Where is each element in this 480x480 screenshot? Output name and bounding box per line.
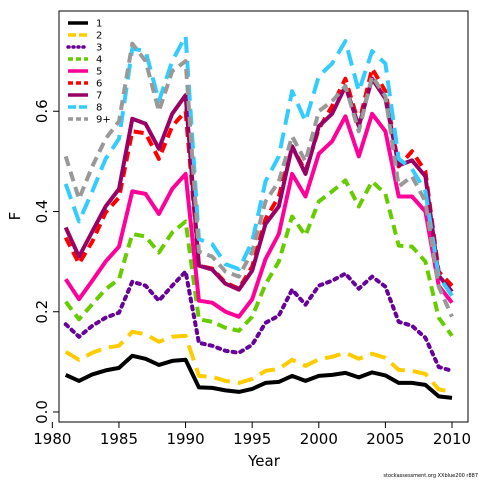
- series-line-5: [64, 111, 454, 319]
- y-tick-label-2: 0.4: [33, 200, 51, 224]
- legend-label-9: 9+: [96, 115, 111, 126]
- series-line-3: [63, 269, 454, 373]
- plot-frame: [58, 10, 469, 423]
- y-tick-label-3: 0.6: [33, 99, 51, 123]
- legend-label-6: 6: [96, 79, 102, 90]
- legend-label-2: 2: [96, 31, 102, 42]
- y-axis-title: F: [6, 212, 24, 221]
- legend-label-1: 1: [96, 19, 102, 30]
- legend-label-3: 3: [96, 43, 102, 54]
- x-axis: 1980 1985 1990 1995 2000 2005 2010: [33, 422, 471, 448]
- series-layer: [63, 34, 454, 400]
- series-line-2: [64, 329, 453, 394]
- y-tick-label-0: 0.0: [33, 400, 51, 424]
- series-line-1: [64, 353, 453, 400]
- x-tick-label-5: 2005: [366, 430, 404, 448]
- series-line-8: [63, 34, 454, 297]
- legend-label-5: 5: [96, 67, 102, 78]
- x-tick-label-0: 1980: [33, 430, 71, 448]
- x-tick-label-6: 2010: [433, 430, 471, 448]
- legend-label-7: 7: [96, 91, 102, 102]
- series-line-9: [63, 41, 454, 318]
- series-line-4: [64, 178, 454, 337]
- legend-label-8: 8: [96, 103, 102, 114]
- y-tick-label-1: 0.2: [33, 300, 51, 324]
- y-axis: 0.0 0.2 0.4 0.6: [33, 99, 59, 424]
- x-tick-label-3: 1995: [233, 430, 271, 448]
- legend-label-4: 4: [96, 55, 102, 66]
- x-tick-label-1: 1985: [100, 430, 138, 448]
- x-tick-label-4: 2000: [300, 430, 338, 448]
- x-axis-title: Year: [247, 452, 281, 470]
- x-tick-label-2: 1990: [166, 430, 204, 448]
- credit-text: stockassessment.org XXblue200 r887: [383, 473, 478, 479]
